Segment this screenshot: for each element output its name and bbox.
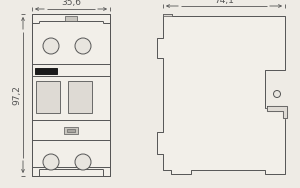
Bar <box>36 81 60 113</box>
Polygon shape <box>267 106 287 118</box>
Bar <box>65 16 77 21</box>
Bar <box>35 68 57 74</box>
Text: 74,1: 74,1 <box>214 0 234 5</box>
Polygon shape <box>157 14 285 174</box>
Bar <box>64 127 78 134</box>
Bar <box>163 14 172 16</box>
Circle shape <box>43 154 59 170</box>
Bar <box>68 81 92 113</box>
Circle shape <box>274 90 280 98</box>
Circle shape <box>43 38 59 54</box>
Bar <box>67 129 75 132</box>
Bar <box>32 14 110 176</box>
Circle shape <box>75 154 91 170</box>
Text: 97,2: 97,2 <box>13 85 22 105</box>
Text: 35,6: 35,6 <box>61 0 81 8</box>
Circle shape <box>75 38 91 54</box>
